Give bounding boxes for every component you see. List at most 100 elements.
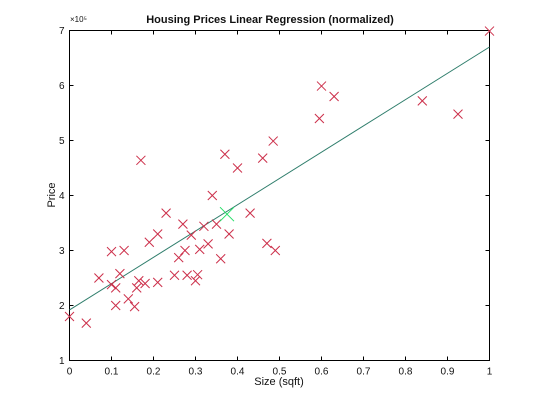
x-stroke: [316, 81, 327, 91]
x-tick-label: 0: [67, 367, 73, 378]
x-stroke: [224, 229, 234, 239]
data-point: [207, 190, 218, 201]
data-point: [182, 270, 192, 281]
data-point: [106, 246, 117, 257]
x-stroke: [203, 239, 213, 249]
x-tick-label: 0.1: [105, 367, 119, 378]
plot-area: [69, 30, 490, 361]
x-tick-label: 0.5: [273, 367, 287, 378]
x-tick-label: 0.2: [147, 367, 161, 378]
data-point: [220, 149, 230, 160]
data-point: [268, 136, 279, 146]
data-marks: [64, 26, 495, 328]
data-point: [453, 109, 463, 119]
y-tick-label: 6: [59, 81, 65, 92]
data-point: [152, 277, 163, 288]
x-stroke: [211, 219, 222, 229]
x-stroke: [81, 318, 92, 328]
data-point: [129, 301, 140, 312]
data-point: [192, 269, 203, 280]
data-point: [257, 153, 268, 163]
x-stroke: [245, 208, 255, 218]
data-point: [178, 219, 188, 229]
data-point: [417, 96, 428, 106]
data-point: [232, 163, 243, 173]
data-point: [270, 245, 281, 256]
mean-point: [219, 206, 235, 222]
x-stroke: [314, 113, 325, 124]
x-stroke: [207, 190, 218, 201]
data-point: [152, 229, 163, 239]
x-stroke: [169, 270, 180, 281]
x-stroke: [194, 244, 205, 255]
data-point: [316, 81, 327, 91]
x-stroke: [152, 229, 163, 239]
x-stroke: [136, 155, 146, 166]
data-point: [215, 253, 226, 264]
y-axis-multiplier: ×10⁵: [70, 15, 87, 24]
data-point: [262, 238, 272, 249]
x-stroke: [110, 300, 121, 311]
regression-line: [69, 46, 490, 311]
data-point: [329, 91, 339, 102]
x-stroke: [129, 301, 140, 312]
x-stroke: [152, 277, 163, 288]
data-point: [190, 275, 201, 286]
x-tick-label: 0.9: [441, 367, 455, 378]
x-stroke: [182, 270, 192, 281]
x-stroke: [180, 245, 190, 256]
x-stroke: [131, 283, 142, 293]
x-tick-label: 1: [487, 367, 493, 378]
data-point: [211, 219, 222, 229]
data-point: [81, 318, 92, 328]
x-tick-label: 0.6: [315, 367, 329, 378]
x-stroke: [64, 311, 75, 322]
data-point: [136, 155, 146, 166]
data-point: [64, 311, 75, 322]
data-point: [203, 239, 213, 249]
x-stroke: [161, 208, 171, 218]
y-tick-label: 5: [59, 136, 65, 147]
data-point: [224, 229, 234, 239]
x-stroke: [232, 163, 243, 173]
data-point: [110, 300, 121, 311]
x-stroke: [215, 253, 226, 264]
x-stroke: [220, 149, 230, 160]
x-tick-label: 0.4: [231, 367, 245, 378]
y-tick-label: 2: [59, 301, 65, 312]
x-stroke: [190, 275, 201, 286]
x-stroke: [133, 275, 144, 286]
x-stroke: [123, 294, 134, 304]
x-stroke: [192, 269, 203, 280]
data-point: [169, 270, 180, 281]
y-tick-label: 7: [59, 26, 65, 37]
x-stroke: [144, 237, 155, 248]
data-point: [314, 113, 325, 124]
data-point: [140, 278, 150, 289]
x-axis-label: Size (sqft): [254, 376, 304, 388]
y-axis: 1 2 3 4 5 6 7: [59, 26, 490, 367]
data-point: [180, 245, 190, 256]
x-stroke: [106, 279, 117, 290]
data-point: [194, 244, 205, 255]
x-stroke: [186, 230, 197, 240]
data-point: [106, 279, 117, 290]
x-stroke: [173, 252, 184, 263]
y-tick-label: 1: [59, 356, 65, 367]
data-point: [119, 245, 129, 256]
data-point: [484, 26, 495, 36]
x-stroke: [119, 245, 129, 256]
data-point: [186, 230, 197, 240]
x-tick-label: 0.7: [357, 367, 371, 378]
x-tick-label: 0.8: [399, 367, 413, 378]
x-stroke: [106, 246, 117, 257]
data-point: [94, 273, 104, 283]
data-point: [115, 268, 125, 279]
data-point: [144, 237, 155, 248]
data-point: [133, 275, 144, 286]
x-stroke: [268, 136, 279, 146]
x-stroke: [219, 206, 235, 222]
x-stroke: [453, 109, 463, 119]
data-point: [123, 294, 134, 304]
